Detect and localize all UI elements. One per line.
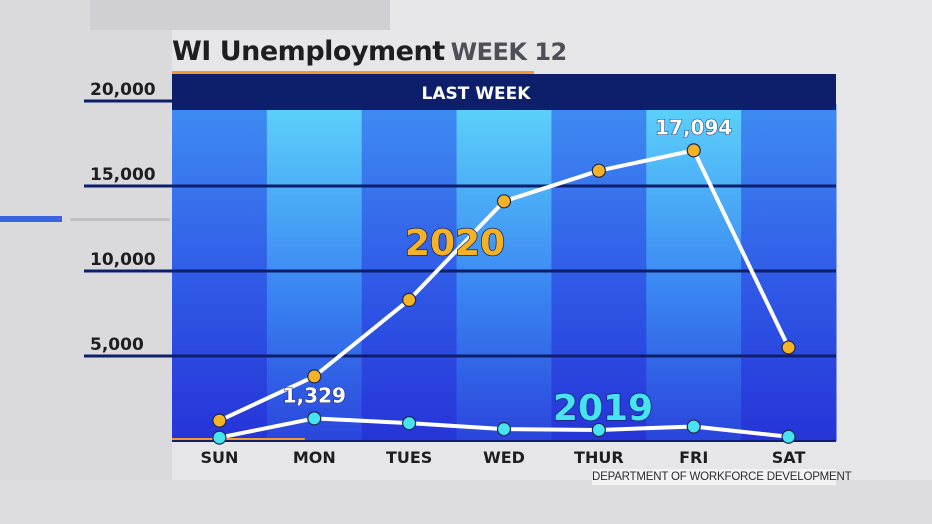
data-point-2020-sat	[781, 340, 796, 355]
data-point-2019-sun	[212, 430, 227, 445]
title-week: WEEK 12	[450, 38, 568, 66]
y-tick-label: 5,000	[90, 335, 144, 355]
banner-background	[172, 74, 836, 110]
y-tick-label: 15,000	[90, 165, 156, 185]
series-name-2020: 2020	[405, 223, 505, 264]
background-panel-top	[90, 0, 390, 30]
x-tick-label-sun: SUN	[200, 448, 238, 467]
x-tick-label-tues: TUES	[386, 448, 432, 467]
data-point-2019-thur	[591, 422, 606, 438]
series-name-labels: 2020 2019	[404, 222, 654, 430]
title-main: WI Unemployment	[172, 36, 445, 67]
data-label-2019-mon: 1,329	[283, 383, 346, 407]
background-accent-stripe	[0, 216, 62, 222]
background-grey-stripe	[70, 218, 170, 221]
x-axis-labels: SUN MON TUES WED THUR FRI SAT	[200, 448, 805, 467]
x-tick-label-wed: WED	[483, 448, 525, 467]
banner-label: LAST WEEK	[422, 84, 532, 104]
y-tick-label: 20,000	[90, 80, 156, 100]
data-point-2019-sat	[781, 429, 796, 444]
y-axis-ticks: 5,000 10,000 15,000 20,000	[90, 80, 156, 355]
series-points	[212, 143, 796, 445]
title-underline	[172, 71, 534, 75]
data-point-2019-tues	[402, 416, 417, 431]
data-point-2020-wed	[496, 194, 512, 209]
data-label-2020-fri: 17,094	[655, 115, 732, 139]
last-week-banner: LAST WEEK	[172, 74, 836, 110]
data-point-2019-mon	[307, 411, 322, 426]
background-panel-left	[0, 0, 172, 524]
x-tick-label-mon: MON	[293, 448, 336, 467]
background-panel-bottom	[0, 480, 932, 524]
data-point-2020-mon	[307, 369, 322, 384]
x-tick-label-fri: FRI	[679, 448, 708, 467]
series-name-2019: 2019	[553, 388, 653, 429]
data-point-2019-wed	[496, 422, 512, 437]
x-tick-label-sat: SAT	[772, 448, 806, 467]
source-credit: DEPARTMENT OF WORKFORCE DEVELOPMENT	[592, 469, 852, 485]
data-point-2020-thur	[591, 163, 606, 178]
data-point-2019-fri	[686, 419, 701, 434]
data-point-2020-sun	[212, 413, 227, 428]
data-point-2020-fri	[686, 143, 701, 158]
data-point-2020-tues	[402, 292, 417, 307]
chart-title: WI Unemployment WEEK 12	[172, 36, 567, 72]
y-tick-label: 10,000	[90, 250, 156, 270]
value-annotations: 17,094 1,329	[282, 115, 733, 408]
column-bands	[172, 104, 837, 442]
x-tick-label-thur: THUR	[574, 448, 624, 467]
